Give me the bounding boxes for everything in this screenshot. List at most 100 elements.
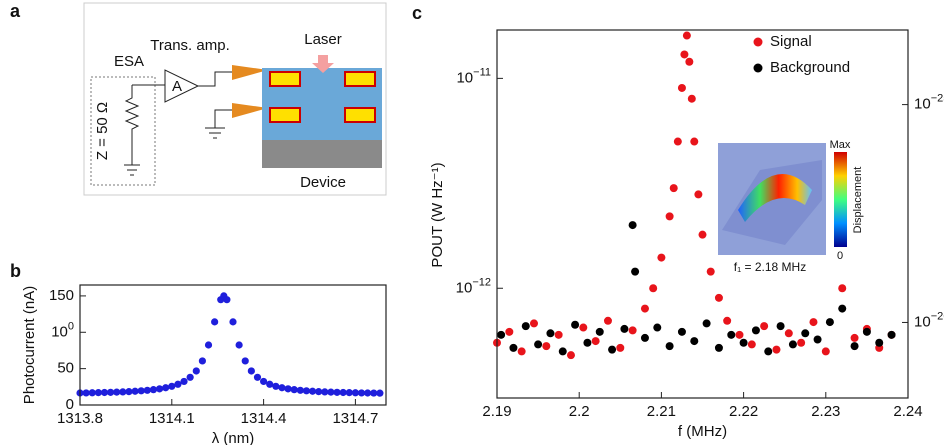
data-point (364, 389, 372, 397)
x-tick-label: 1314.1 (149, 410, 195, 427)
data-point (82, 389, 90, 397)
data-point (223, 296, 231, 304)
data-point (558, 347, 567, 356)
data-point (302, 387, 311, 395)
data-point (94, 389, 102, 397)
data-point (677, 327, 686, 336)
data-point (620, 324, 629, 333)
inset-caption: f₁ = 2.18 MHz (734, 260, 806, 274)
x-tick-label: 1313.8 (57, 410, 103, 427)
data-point (534, 340, 543, 349)
electrode (269, 107, 301, 123)
panel-label: c (412, 3, 422, 23)
electrode (344, 107, 376, 123)
data-point (198, 357, 206, 365)
data-point (376, 389, 384, 397)
x-axis-label: λ (nm) (212, 430, 255, 445)
data-point (566, 351, 575, 360)
data-point (339, 388, 347, 397)
data-point (125, 388, 133, 396)
y-axis-label: Photocurrent (nA) (21, 286, 38, 404)
data-point (653, 323, 662, 332)
data-point (272, 382, 280, 390)
y-tick-label: 10−11 (456, 66, 491, 86)
substrate (262, 140, 382, 168)
data-point (735, 330, 744, 339)
data-point (838, 284, 847, 293)
data-point (631, 267, 640, 276)
data-point (628, 221, 637, 230)
y-tick-label: 0 (66, 396, 74, 413)
data-point (640, 333, 649, 342)
data-point (669, 184, 678, 193)
data-point (107, 388, 115, 396)
data-point (772, 345, 781, 354)
data-point (204, 341, 213, 349)
data-point (308, 387, 317, 395)
y-tick-label: 150 (49, 287, 74, 304)
data-point (290, 386, 298, 394)
amplifier-label: Trans. amp. (150, 37, 229, 54)
legend-marker (753, 37, 763, 47)
inset: f₁ = 2.18 MHz Max 0 Displacement (718, 139, 864, 274)
y-tick-label: 100 (51, 320, 74, 340)
data-point (315, 388, 323, 396)
x-tick-label: 2.21 (647, 403, 676, 420)
data-point (137, 387, 145, 395)
data-point (694, 190, 703, 199)
data-point (168, 382, 176, 390)
x-tick-label: 1314.7 (332, 410, 378, 427)
data-point (687, 94, 696, 103)
data-point (149, 386, 158, 394)
data-point (764, 347, 773, 356)
data-point (875, 338, 884, 347)
data-point (809, 318, 818, 327)
legend-label: Signal (770, 33, 812, 50)
data-point (529, 319, 538, 328)
data-point (241, 357, 249, 365)
data-point (345, 389, 353, 397)
data-point (88, 389, 96, 397)
data-point (247, 367, 255, 375)
amplifier-letter: A (172, 78, 182, 95)
data-point (680, 50, 689, 59)
colorbar (834, 152, 847, 247)
data-point (702, 319, 711, 328)
data-point (850, 342, 859, 351)
data-point (727, 330, 736, 339)
resistor (124, 84, 165, 176)
data-point (706, 267, 715, 276)
x-tick-label: 2.2 (569, 403, 590, 420)
x-tick-label: 2.23 (811, 403, 840, 420)
data-point (333, 388, 341, 396)
data-point (583, 338, 592, 347)
y2-tick-label: 10−26 (914, 310, 944, 330)
data-point (186, 373, 194, 381)
data-point (591, 337, 600, 346)
data-point (862, 327, 871, 336)
data-point (887, 330, 896, 339)
data-point (229, 318, 237, 326)
data-point (327, 388, 335, 396)
laser-arrow (312, 55, 334, 73)
data-point (850, 333, 859, 342)
data-point (665, 212, 674, 221)
data-point (595, 327, 604, 336)
data-point (673, 137, 682, 146)
data-point (162, 384, 170, 392)
data-point (690, 137, 699, 146)
data-point (119, 388, 127, 396)
electrode (344, 71, 376, 87)
data-point (235, 341, 243, 349)
legend-label: Background (770, 59, 850, 76)
data-point (797, 338, 806, 347)
legend-marker (753, 63, 763, 73)
x-tick-label: 2.19 (482, 403, 511, 420)
ground (205, 109, 232, 139)
data-point (509, 343, 518, 352)
data-point (649, 284, 658, 293)
data-point (776, 322, 785, 331)
data-point (801, 329, 810, 338)
y-axis-label: POUT (W Hz⁻¹) (429, 162, 446, 267)
data-point (751, 326, 760, 335)
